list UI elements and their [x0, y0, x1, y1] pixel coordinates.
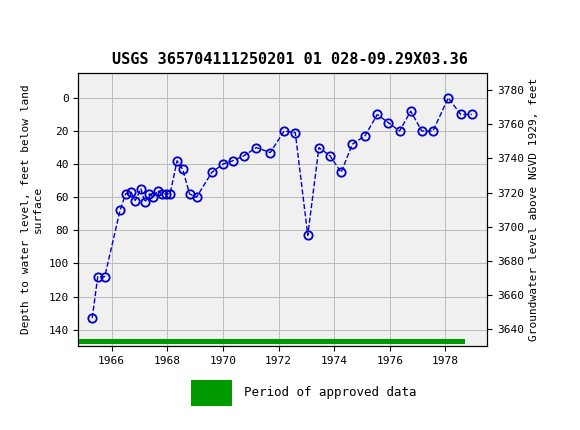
FancyBboxPatch shape [191, 380, 232, 406]
Text: USGS: USGS [38, 14, 93, 31]
Text: ▓: ▓ [8, 11, 25, 34]
Text: Period of approved data: Period of approved data [244, 386, 416, 399]
Y-axis label: Depth to water level, feet below land
surface: Depth to water level, feet below land su… [21, 85, 43, 335]
Bar [78, 339, 465, 344]
Text: USGS 365704111250201 01 028-09.29X03.36: USGS 365704111250201 01 028-09.29X03.36 [112, 52, 468, 67]
Y-axis label: Groundwater level above NGVD 1929, feet: Groundwater level above NGVD 1929, feet [530, 78, 539, 341]
